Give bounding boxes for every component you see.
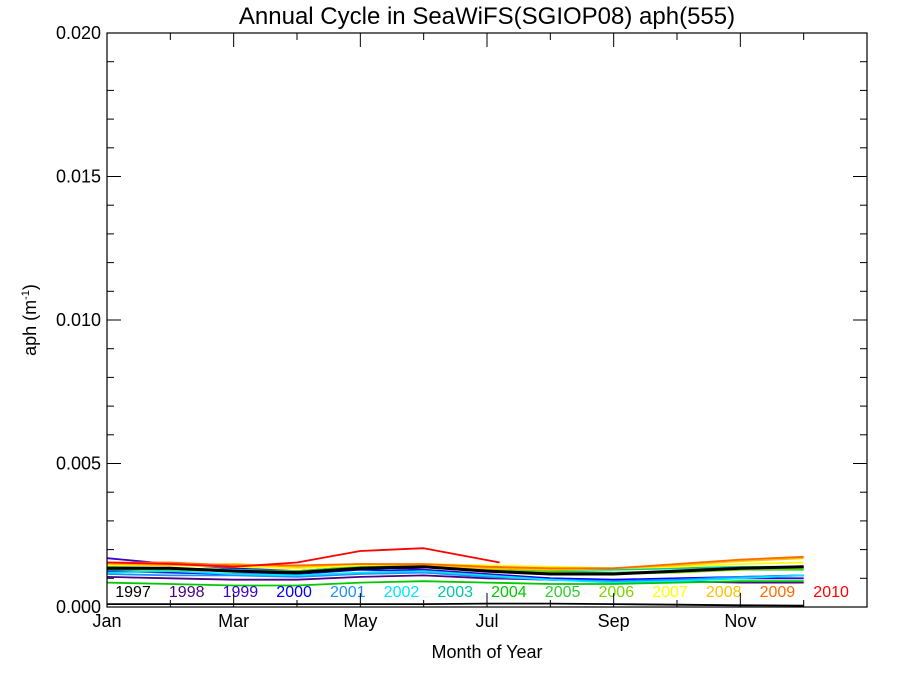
x-tick-label: Nov [724, 611, 756, 631]
legend-entry-2009: 2009 [760, 584, 796, 601]
y-axis-title-main: aph (m [20, 300, 40, 356]
y-tick-label: 0.005 [56, 454, 101, 474]
legend-entry-2004: 2004 [491, 584, 527, 601]
x-tick-label: May [343, 611, 377, 631]
series-layer [106, 547, 804, 607]
series-line-2010 [106, 547, 500, 568]
legend-entry-2003: 2003 [437, 584, 473, 601]
series-line-2004 [106, 580, 804, 587]
y-axis-title-close: ) [20, 284, 40, 290]
legend-entry-2001: 2001 [330, 584, 366, 601]
chart-title: Annual Cycle in SeaWiFS(SGIOP08) aph(555… [239, 3, 735, 30]
legend-entry-2010: 2010 [813, 584, 849, 601]
legend-entry-2000: 2000 [276, 584, 312, 601]
legend-entry-1999: 1999 [223, 584, 259, 601]
x-tick-label: Jul [475, 611, 498, 631]
legend-entry-1998: 1998 [169, 584, 205, 601]
legend-entry-2007: 2007 [652, 584, 688, 601]
series-line-2002 [106, 570, 804, 584]
series-line-2009 [107, 555, 804, 570]
x-axis-title: Month of Year [431, 642, 542, 662]
y-tick-label: 0.015 [56, 167, 101, 187]
series-line-mean [107, 565, 804, 576]
y-axis-title: aph (m-1) [20, 284, 40, 356]
y-tick-label: 0.020 [56, 23, 101, 43]
series-line-1997 [107, 602, 804, 607]
legend-entry-1997: 1997 [115, 584, 151, 601]
legend: 1997 1998 1999 2000 2001 2002 2003 2004 2005 2006… [115, 584, 849, 601]
y-axis-title-sup: -1 [20, 290, 32, 300]
axes: 0.000 0.005 0.010 0.015 0.020 Jan Mar May Jul Sep… [56, 23, 868, 631]
legend-entry-2002: 2002 [384, 584, 420, 601]
legend-entry-2008: 2008 [706, 584, 742, 601]
y-tick-label: 0.000 [56, 597, 101, 617]
legend-entry-2005: 2005 [545, 584, 581, 601]
legend-entry-2006: 2006 [599, 584, 635, 601]
x-tick-label: Mar [218, 611, 249, 631]
x-tick-label: Jan [92, 611, 121, 631]
x-tick-label: Sep [598, 611, 630, 631]
y-tick-label: 0.010 [56, 310, 101, 330]
series-line-2001 [106, 571, 804, 583]
